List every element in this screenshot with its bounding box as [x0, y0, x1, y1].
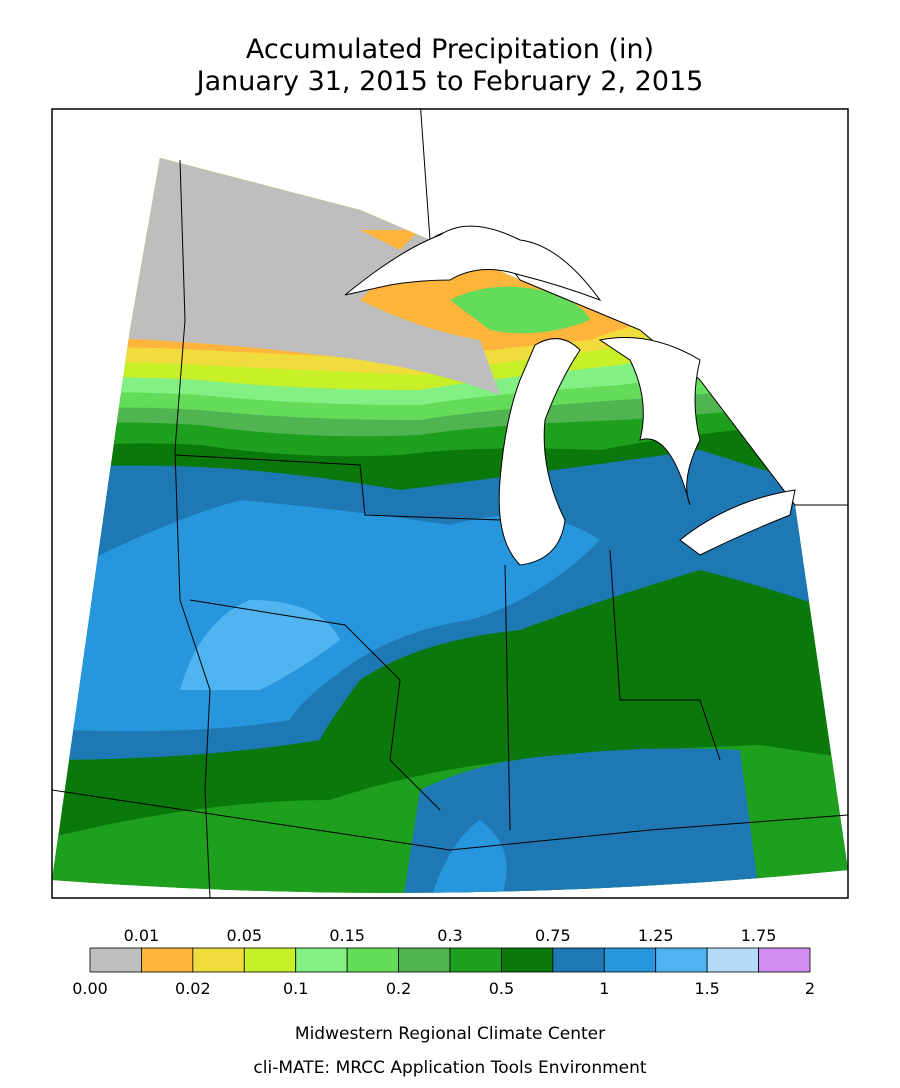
- legend-swatch: [295, 947, 348, 973]
- legend-swatch: [192, 947, 245, 973]
- legend-tick-label: 1.75: [741, 926, 777, 945]
- title-line: January 31, 2015 to February 2, 2015: [195, 66, 704, 97]
- legend-swatch: [706, 947, 759, 973]
- precip-zone: [180, 600, 340, 690]
- legend-swatch: [501, 947, 554, 973]
- legend-swatch: [89, 947, 142, 973]
- footer-line: Midwestern Regional Climate Center: [295, 1024, 605, 1044]
- precip-zone: [430, 820, 507, 893]
- legend-tick-label: 0.05: [226, 926, 262, 945]
- legend-swatch: [655, 947, 708, 973]
- map: [52, 109, 848, 898]
- precip-zone: [360, 230, 420, 250]
- title-line: Accumulated Precipitation (in): [246, 34, 654, 65]
- legend-tick-label: 0.01: [124, 926, 160, 945]
- legend-swatch: [243, 947, 297, 973]
- legend-swatch: [552, 947, 605, 973]
- legend-tick-label: 2: [805, 979, 815, 998]
- legend-tick-label: 0.5: [489, 979, 514, 998]
- legend-tick-label: 0.15: [329, 926, 365, 945]
- legend-swatch: [346, 947, 399, 973]
- legend-tick-label: 0.75: [535, 926, 571, 945]
- legend-tick-label: 1.25: [638, 926, 674, 945]
- water-and-canada: [344, 109, 848, 566]
- state-lines: [52, 159, 848, 898]
- legend-swatch: [603, 947, 657, 973]
- precip-zone: [450, 286, 590, 334]
- map-frame: [51, 108, 849, 899]
- footer-line: cli-MATE: MRCC Application Tools Environ…: [253, 1058, 646, 1078]
- legend-swatch: [758, 947, 811, 973]
- legend-tick-label: 0.00: [72, 979, 108, 998]
- legend: 0.00 0.01 0.02 0.05 0.1 0.15 0.2 0.3 0.5 0.75 1 1.2…: [72, 926, 815, 998]
- legend-tick-label: 0.2: [386, 979, 411, 998]
- legend-swatch: [141, 947, 194, 973]
- legend-tick-label: 1.5: [694, 979, 719, 998]
- legend-swatch: [449, 947, 502, 973]
- legend-tick-label: 0.02: [175, 979, 211, 998]
- legend-tick-label: 0.3: [437, 926, 462, 945]
- legend-swatch: [398, 947, 451, 973]
- legend-tick-label: 0.1: [283, 979, 308, 998]
- legend-tick-label: 1: [599, 979, 609, 998]
